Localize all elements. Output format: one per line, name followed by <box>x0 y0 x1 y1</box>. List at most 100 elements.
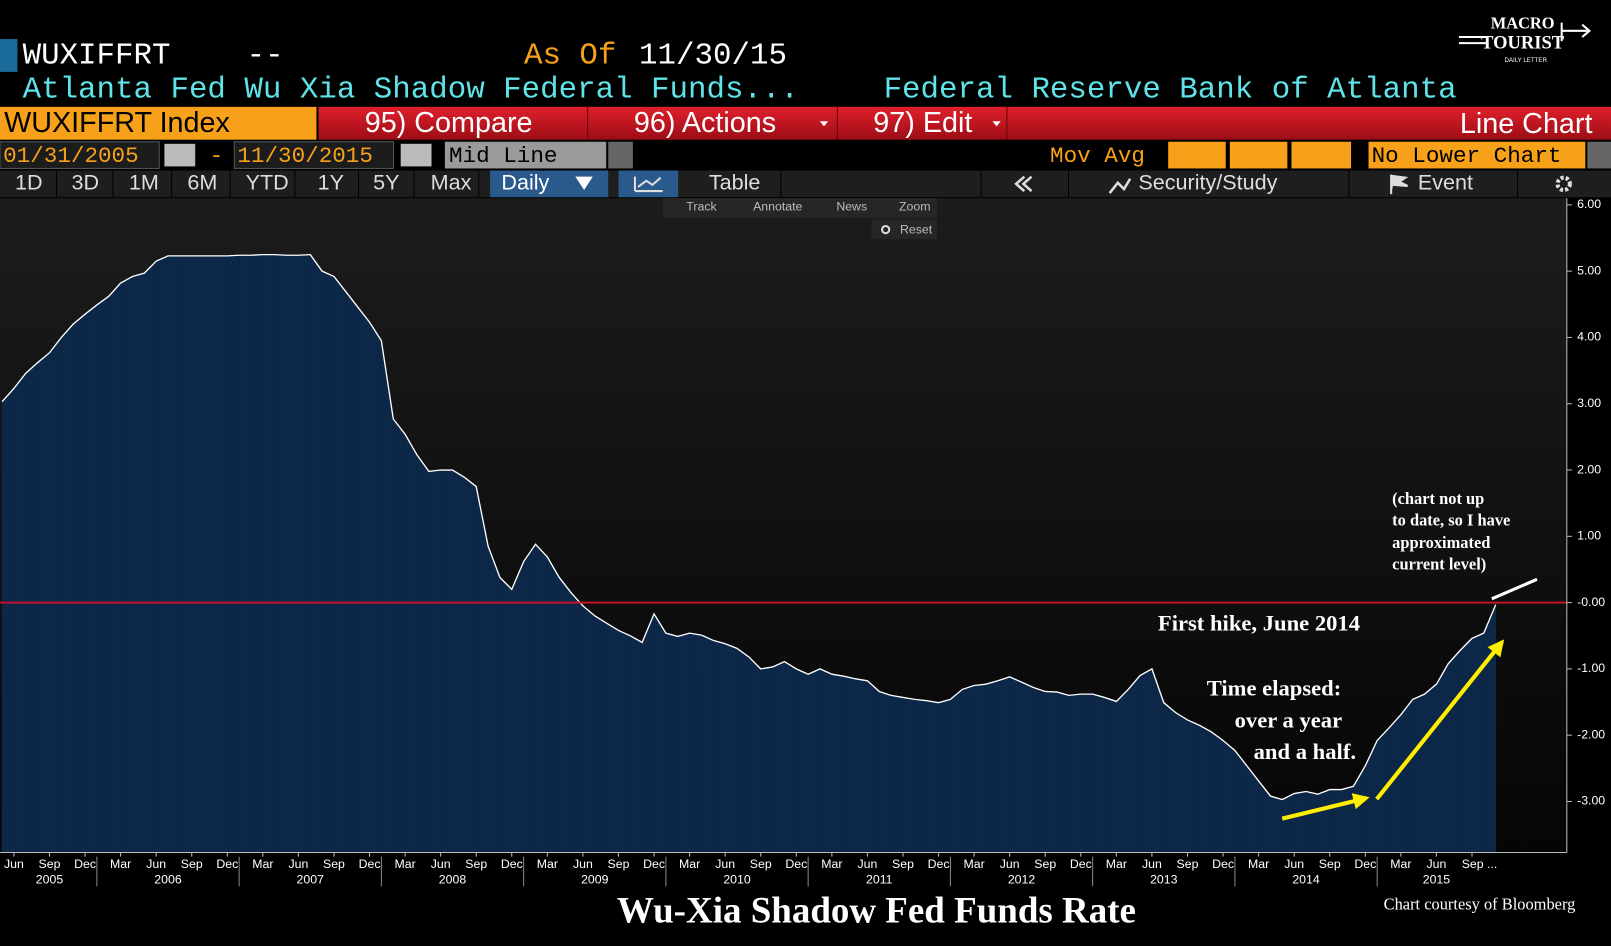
as-of-label: As Of <box>524 39 616 74</box>
period-button[interactable]: Max <box>431 170 472 195</box>
dropdown-arrow <box>819 121 829 127</box>
x-tick-label: Mar <box>252 857 273 871</box>
area-segment <box>712 639 726 853</box>
x-year-label: 2010 <box>723 873 751 887</box>
view-name: Line Chart <box>1460 108 1593 140</box>
tool-zoom[interactable]: Zoom <box>899 200 930 214</box>
area-segment <box>760 666 773 853</box>
area-segment <box>262 254 276 853</box>
period-button[interactable]: 1M <box>129 170 159 195</box>
area-segment <box>570 591 584 853</box>
area-segment <box>736 647 750 853</box>
annotation: (chart not up <box>1392 489 1484 508</box>
security-source: Federal Reserve Bank of Atlanta <box>884 73 1457 108</box>
mode-dropdown[interactable] <box>608 141 633 169</box>
frequency: Daily <box>501 170 549 195</box>
area-segment <box>1080 693 1094 853</box>
tool-annotate[interactable]: Annotate <box>753 200 802 214</box>
area-segment <box>1044 691 1058 853</box>
reset-box[interactable] <box>871 219 938 240</box>
x-year-label: 2005 <box>36 873 64 887</box>
study-icon <box>1108 178 1132 194</box>
area-segment <box>1305 791 1319 853</box>
lower-dropdown[interactable] <box>1587 141 1611 169</box>
area-segment <box>1127 674 1141 853</box>
calendar-icon[interactable] <box>164 143 196 167</box>
x-tick-label: Sep <box>608 857 630 871</box>
area-segment <box>120 275 133 853</box>
x-tick-label: Sep <box>892 857 914 871</box>
period-button[interactable]: YTD <box>246 170 289 195</box>
frequency-box[interactable] <box>490 170 609 198</box>
period-button[interactable]: 5Y <box>373 170 399 195</box>
settings-icon[interactable] <box>1555 175 1572 193</box>
area-segment <box>1115 688 1129 853</box>
chart-icon-button[interactable] <box>618 170 679 198</box>
x-tick-label: Mar <box>963 857 984 871</box>
period-button[interactable]: 1Y <box>318 170 344 195</box>
annotation-line <box>1491 577 1538 601</box>
period-button[interactable]: 3D <box>71 170 99 195</box>
mov-avg-box[interactable] <box>1229 141 1288 169</box>
area-segment <box>926 700 939 853</box>
area-segment <box>1412 693 1425 853</box>
period-buttons: 1D 3D 1M 6M YTD 1Y 5Y Max <box>15 170 480 198</box>
menu-edit[interactable]: 97) Edit <box>873 107 972 139</box>
area-segment <box>392 417 406 853</box>
logo-arrows <box>1458 22 1592 45</box>
tab-table[interactable]: Table <box>709 170 761 195</box>
area-segment <box>13 372 27 853</box>
tool-news[interactable]: News <box>836 200 867 214</box>
area-segment <box>914 698 928 853</box>
area-segment <box>653 612 667 853</box>
annotation-arrow <box>1281 793 1370 821</box>
reset-icon <box>881 224 891 235</box>
mode-box[interactable] <box>444 141 607 169</box>
area-segment <box>641 613 655 853</box>
tab-security-study[interactable]: Security/Study <box>1138 170 1277 195</box>
x-tick-label: Mar <box>1390 857 1411 871</box>
x-year-label: 2011 <box>866 873 893 887</box>
security-box[interactable] <box>0 106 317 140</box>
line <box>1 253 1497 801</box>
x-tick-label: Dec <box>1212 857 1234 871</box>
area-segment <box>629 635 643 853</box>
area-segment <box>60 323 74 853</box>
calendar-icon[interactable] <box>400 143 432 167</box>
end-date-box[interactable] <box>233 141 395 169</box>
x-year-label: 2015 <box>1423 873 1451 887</box>
x-tick-label: Dec <box>928 857 950 871</box>
ticker: WUXIFFRT <box>23 39 171 74</box>
area-segment <box>890 694 904 853</box>
collapse-icon[interactable] <box>1014 175 1033 193</box>
mov-avg-box[interactable] <box>1291 141 1352 169</box>
area-segment <box>1104 696 1117 853</box>
dropdown-arrow <box>575 176 593 191</box>
menu-compare[interactable]: 95) Compare <box>365 107 533 139</box>
x-tick-label: Mar <box>821 857 842 871</box>
mov-avg-box[interactable] <box>1168 141 1226 169</box>
y-tick-label: 6.00 <box>1577 197 1601 211</box>
menu-actions[interactable]: 96) Actions <box>634 107 776 139</box>
area-segment <box>582 605 596 853</box>
tool-track[interactable]: Track <box>686 200 717 214</box>
x-tick-label: Dec <box>643 857 665 871</box>
period-button[interactable]: 6M <box>187 170 217 195</box>
x-tick-label: Dec <box>501 857 523 871</box>
x-tick-label: Jun <box>715 857 735 871</box>
period-button[interactable]: 1D <box>15 170 43 195</box>
lower-chart-box[interactable] <box>1368 141 1586 169</box>
annotation: over a year <box>1235 707 1343 732</box>
tab-event[interactable]: Event <box>1418 170 1473 195</box>
area-segment <box>546 555 560 853</box>
start-date-box[interactable] <box>0 141 160 169</box>
area-segment <box>902 696 916 853</box>
area-segment <box>748 655 762 853</box>
x-tick-label: Jun <box>1000 857 1020 871</box>
area-segment <box>1056 691 1070 853</box>
area-segment <box>997 676 1011 853</box>
annotation: current level) <box>1392 555 1486 574</box>
area-segment <box>452 469 465 853</box>
